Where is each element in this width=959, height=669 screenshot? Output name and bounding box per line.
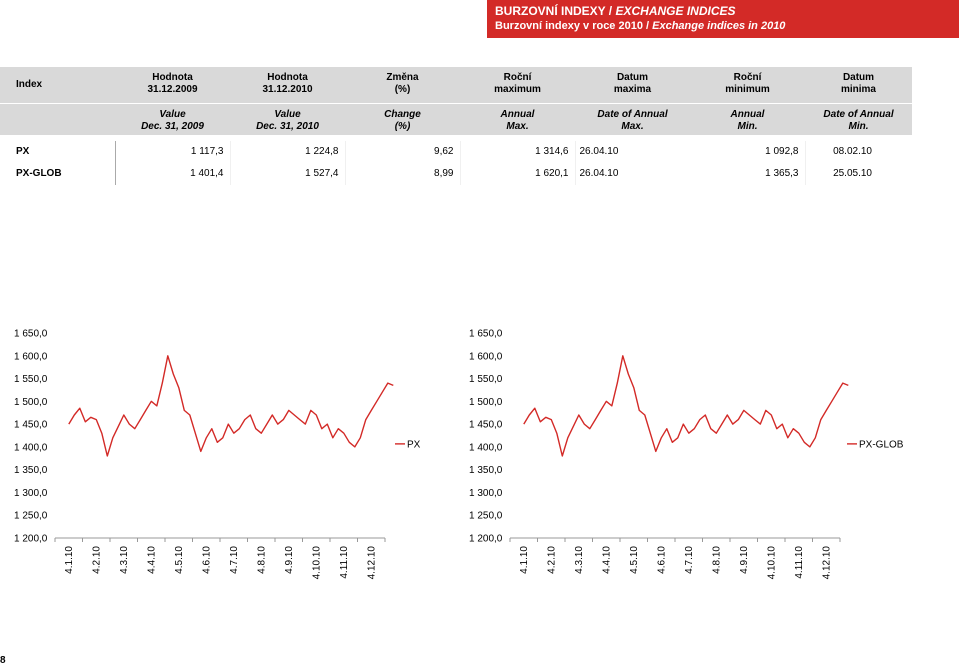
col-header-en: Value Dec. 31, 2010 [230,102,345,135]
table-row: PX 1 117,3 1 224,8 9,62 1 314,6 26.04.10… [0,141,912,163]
y-tick-label: 1 350,0 [469,465,503,476]
col-header-cz: Změna (%) [345,67,460,103]
x-tick-label: 4.7.10 [229,546,240,574]
col-header-en: Annual Min. [690,102,805,135]
y-tick-label: 1 250,0 [469,511,503,522]
row-index-name: PX [0,141,116,163]
x-tick-label: 4.3.10 [119,546,130,574]
table-cell: 26.04.10 [579,146,619,157]
x-tick-label: 4.12.10 [821,546,832,580]
y-tick-label: 1 600,0 [14,351,48,362]
col-header-cz: Hodnota 31.12.2010 [230,67,345,103]
table-cell: 1 092,8 [690,141,806,163]
y-tick-label: 1 500,0 [14,397,48,408]
table-cell: 1 224,8 [230,141,346,163]
series-line [523,355,849,457]
x-tick-label: 4.7.10 [684,546,695,574]
table-row: PX-GLOB 1 401,4 1 527,4 8,99 1 620,1 26.… [0,163,912,185]
table-cell: 8,99 [345,163,461,185]
x-tick-label: 4.1.10 [64,546,75,574]
x-tick-label: 4.12.10 [366,546,377,580]
x-tick-label: 4.10.10 [311,546,322,580]
col-header-en-empty [0,102,115,135]
col-header-cz: Datum maxima [575,67,690,103]
table-cell: 1 117,3 [115,141,231,163]
y-tick-label: 1 400,0 [14,442,48,453]
table-header-row-en: Value Dec. 31, 2009 Value Dec. 31, 2010 Ch… [0,102,912,135]
x-tick-label: 4.9.10 [284,546,295,574]
col-header-cz: Roční maximum [460,67,575,103]
table-cell: 1 365,3 [690,163,806,185]
series-line [68,355,394,457]
subtitle-en: Exchange indices in 2010 [652,20,786,32]
legend-label: PX [407,439,421,450]
y-tick-label: 1 650,0 [469,329,503,340]
title-en: EXCHANGE INDICES [615,4,736,18]
col-header-cz: Roční minimum [690,67,805,103]
x-tick-label: 4.4.10 [146,546,157,574]
y-tick-label: 1 550,0 [469,374,503,385]
table-header-row-cz: Index Hodnota 31.12.2009 Hodnota 31.12.201… [0,67,912,103]
col-header-en: Annual Max. [460,102,575,135]
table-cell: 26.04.10 [579,168,619,179]
x-tick-label: 4.5.10 [629,546,640,574]
banner-subtitle: Burzovní indexy v roce 2010 / Exchange i… [495,19,951,33]
x-tick-label: 4.11.10 [794,546,805,579]
index-column-header: Index [0,67,115,103]
y-tick-label: 1 250,0 [14,511,48,522]
table-cell: 1 314,6 [460,141,576,163]
table-cell: 1 401,4 [115,163,231,185]
y-tick-label: 1 300,0 [14,488,48,499]
x-tick-label: 4.6.10 [201,546,212,574]
x-tick-label: 4.2.10 [91,546,102,574]
y-tick-label: 1 600,0 [469,351,503,362]
subtitle-cz: Burzovní indexy v roce 2010 / [495,20,650,32]
x-tick-label: 4.11.10 [339,546,350,579]
y-tick-label: 1 200,0 [14,534,48,545]
table-cell: 08.02.10 [833,146,872,157]
table-cell: 25.05.10 [833,168,872,179]
y-tick-label: 1 350,0 [14,465,48,476]
y-tick-label: 1 550,0 [14,374,48,385]
y-tick-label: 1 400,0 [469,442,503,453]
index-charts: 1 650,0 1 600,0 1 550,0 1 500,0 1 450,0 1 400… [14,329,904,580]
table-cell: 1 527,4 [230,163,346,185]
col-header-cz: Datum minima [805,67,912,103]
table-cell: 9,62 [345,141,461,163]
x-tick-label: 4.3.10 [574,546,585,574]
y-tick-label: 1 650,0 [14,329,48,340]
col-header-en: Date of Annual Max. [575,102,690,135]
x-tick-label: 4.4.10 [601,546,612,574]
exchange-indices-table: Index Hodnota 31.12.2009 Hodnota 31.12.201… [0,67,912,185]
x-tick-label: 4.10.10 [766,546,777,580]
x-tick-label: 4.1.10 [519,546,530,574]
x-tick-label: 4.6.10 [656,546,667,574]
x-tick-label: 4.2.10 [546,546,557,574]
col-header-en: Change (%) [345,102,460,135]
x-tick-label: 4.8.10 [711,546,722,574]
title-cz: BURZOVNÍ INDEXY / [495,4,613,18]
legend-label: PX-GLOB [859,439,904,450]
table-cell: 1 620,1 [460,163,576,185]
x-tick-label: 4.8.10 [256,546,267,574]
row-index-name: PX-GLOB [0,163,116,185]
x-tick-label: 4.5.10 [174,546,185,574]
header-banner: BURZOVNÍ INDEXY / EXCHANGE INDICES Burzo… [487,0,959,38]
col-header-en: Date of Annual Min. [805,102,912,135]
y-tick-label: 1 200,0 [469,534,503,545]
banner-title: BURZOVNÍ INDEXY / EXCHANGE INDICES [495,4,951,19]
y-tick-label: 1 450,0 [14,420,48,431]
x-tick-label: 4.9.10 [739,546,750,574]
y-tick-label: 1 450,0 [469,420,503,431]
col-header-cz: Hodnota 31.12.2009 [115,67,230,103]
y-tick-label: 1 300,0 [469,488,503,499]
col-header-en: Value Dec. 31, 2009 [115,102,230,135]
page-number: 8 [0,655,6,666]
y-tick-label: 1 500,0 [469,397,503,408]
